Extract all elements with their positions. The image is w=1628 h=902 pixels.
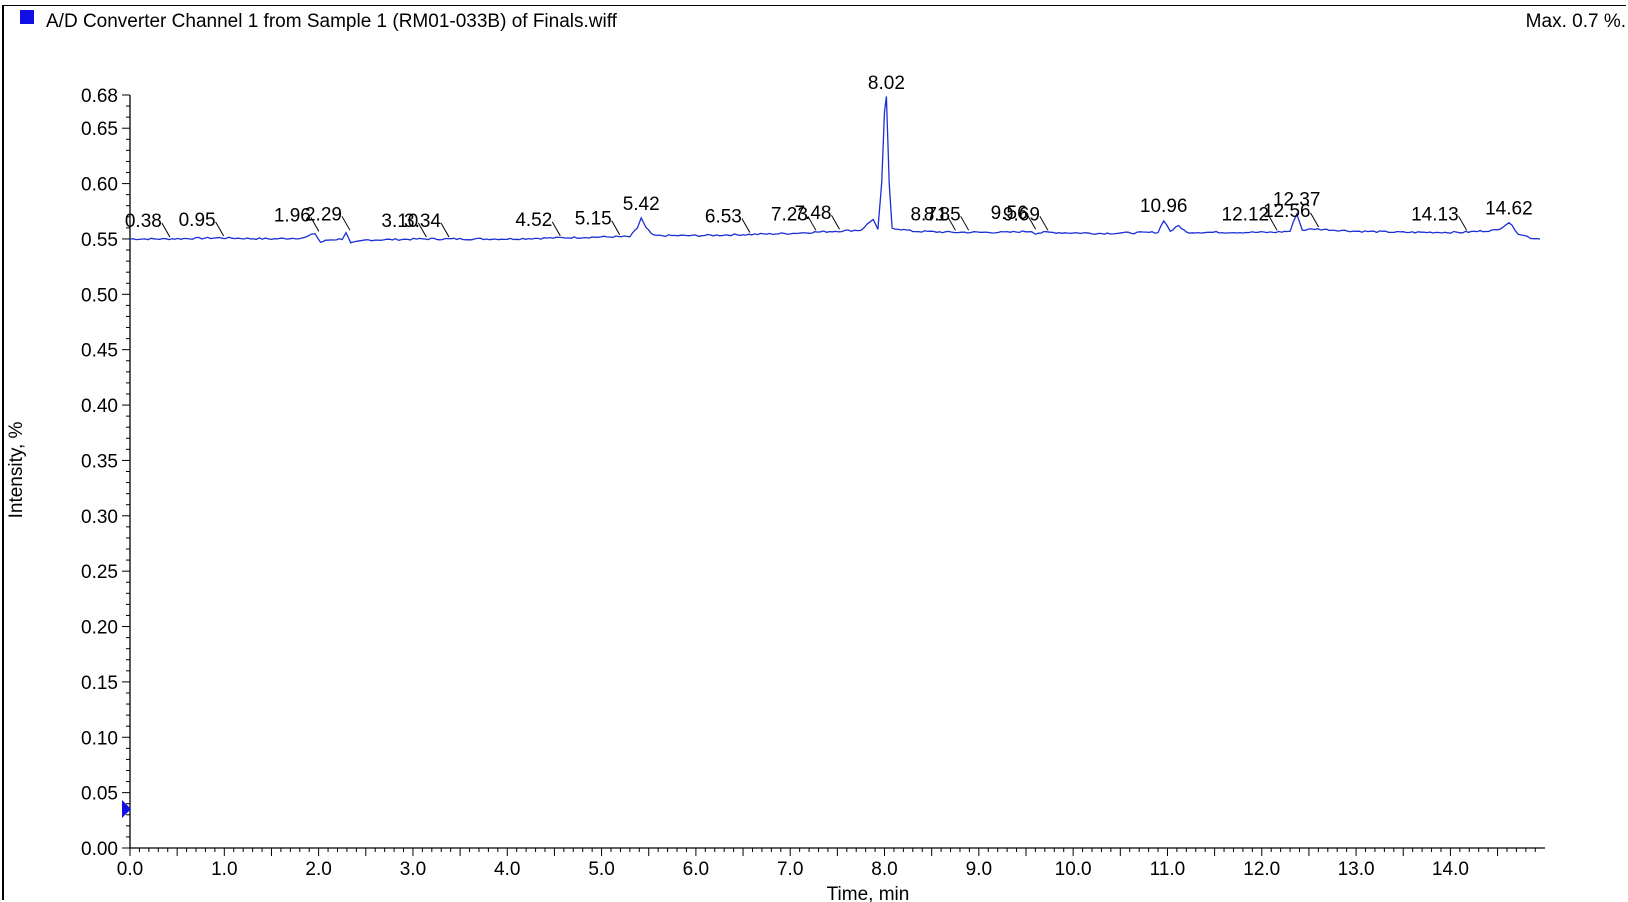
y-tick-label: 0.25 <box>81 562 118 583</box>
y-tick-label: 0.00 <box>81 839 118 860</box>
ticks <box>122 94 1536 856</box>
x-tick-label: 10.0 <box>1055 859 1092 880</box>
peak-label: 2.29 <box>305 204 342 225</box>
x-tick-label: 6.0 <box>683 859 709 880</box>
y-tick-label: 0.10 <box>81 728 118 749</box>
peak-label: 5.42 <box>623 194 660 215</box>
y-axis-marker[interactable] <box>122 800 131 818</box>
chart-title: A/D Converter Channel 1 from Sample 1 (R… <box>46 11 617 32</box>
x-axis-title: Time, min <box>827 884 910 902</box>
peak-leader-line <box>960 216 970 231</box>
peak-leader-line <box>1039 216 1049 231</box>
peak-leader-line <box>1458 216 1468 231</box>
peak-label: 8.71 <box>910 204 947 225</box>
y-tick-label: 0.50 <box>81 285 118 306</box>
peak-label: 7.48 <box>794 203 831 224</box>
peak-label: 14.13 <box>1411 204 1459 225</box>
x-tick-label: 5.0 <box>588 859 614 880</box>
peak-label: 10.96 <box>1140 196 1188 217</box>
peak-label: 9.69 <box>1003 204 1040 225</box>
peak-leader-line <box>215 221 225 237</box>
x-tick-label: 14.0 <box>1432 859 1469 880</box>
peak-label: 12.12 <box>1222 204 1270 225</box>
max-intensity-label: Max. 0.7 %. <box>1525 11 1626 32</box>
x-tick-label: 7.0 <box>777 859 803 880</box>
peak-leader-line <box>310 217 320 232</box>
peak-leader-line <box>440 222 450 238</box>
peak-leader-line <box>551 221 561 237</box>
x-tick-label: 13.0 <box>1338 859 1375 880</box>
peak-label: 12.56 <box>1263 201 1311 222</box>
peak-label: 8.85 <box>924 204 961 225</box>
peak-leader-line <box>341 216 351 231</box>
peak-label: 14.62 <box>1485 198 1533 219</box>
peak-leader-line <box>1027 214 1037 230</box>
peak-label: 4.52 <box>515 210 552 231</box>
x-tick-label: 0.0 <box>117 859 143 880</box>
peak-label: 7.23 <box>771 204 808 225</box>
peak-label: 3.34 <box>404 211 441 232</box>
peak-label: 1.96 <box>274 205 311 226</box>
y-tick-label: 0.40 <box>81 396 118 417</box>
x-tick-label: 12.0 <box>1243 859 1280 880</box>
y-tick-label: 0.60 <box>81 175 118 196</box>
y-tick-label: 0.65 <box>81 119 118 140</box>
y-axis-title: Intensity, % <box>6 422 27 519</box>
peak-label: 8.02 <box>868 73 905 94</box>
y-tick-label: 0.20 <box>81 618 118 639</box>
peak-label: 0.95 <box>179 210 216 231</box>
y-tick-labels: 0.00 0.05 0.10 0.15 0.20 0.25 0.30 0.35 0.40 0.45… <box>81 86 118 860</box>
x-tick-label: 1.0 <box>211 859 237 880</box>
peak-leader-line <box>161 222 171 238</box>
y-tick-label: 0.15 <box>81 673 118 694</box>
peak-labels: 0.38 0.95 1.962.29 3.103.34 4.52 5.15 5.42 6.53… <box>125 73 1533 238</box>
peak-leader-line <box>831 214 840 230</box>
peak-leader-line <box>611 220 621 235</box>
x-tick-label: 8.0 <box>871 859 897 880</box>
x-tick-label: 3.0 <box>400 859 426 880</box>
y-tick-label: 0.05 <box>81 784 118 805</box>
trace-color-marker <box>20 10 34 24</box>
peak-leader-line <box>741 218 751 233</box>
x-tick-label: 2.0 <box>305 859 331 880</box>
peak-label: 5.15 <box>575 209 612 230</box>
x-tick-label: 11.0 <box>1150 859 1186 880</box>
peak-leader-line <box>807 216 817 231</box>
peak-leader-line <box>947 216 956 231</box>
intensity-trace <box>129 96 1541 244</box>
x-tick-label: 9.0 <box>966 859 992 880</box>
peak-label: 0.38 <box>125 211 162 232</box>
peak-leader-line <box>1310 212 1320 228</box>
y-tick-label: 0.35 <box>81 451 118 472</box>
peak-leader-line <box>1268 216 1278 231</box>
plot-frame <box>2 5 1626 900</box>
y-tick-label: 0.45 <box>81 341 118 362</box>
axes <box>129 95 1545 849</box>
peak-label: 12.37 <box>1273 189 1321 210</box>
y-tick-label: 0.68 <box>81 86 118 107</box>
y-tick-label: 0.55 <box>81 230 118 251</box>
peak-label: 9.56 <box>991 203 1028 224</box>
peak-label: 6.53 <box>705 207 742 228</box>
peak-label: 3.10 <box>381 211 418 232</box>
peak-leader-line <box>417 222 427 238</box>
y-tick-label: 0.30 <box>81 507 118 528</box>
x-tick-labels: 0.0 1.0 2.0 3.0 4.0 5.0 6.0 7.0 8.0 9.0 10.0 11.0 12… <box>117 859 1469 880</box>
x-tick-label: 4.0 <box>494 859 520 880</box>
